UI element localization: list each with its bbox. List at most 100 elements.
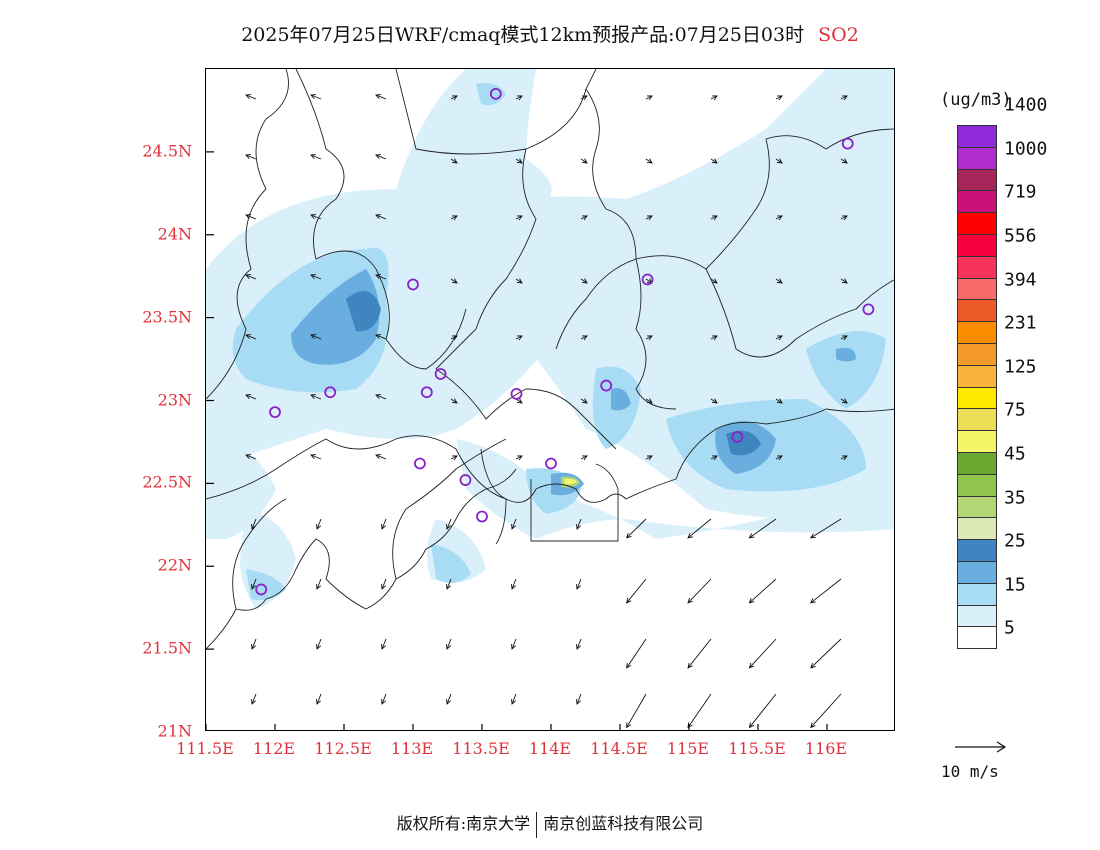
wind-vector-head	[625, 532, 632, 539]
wind-vector	[515, 215, 523, 220]
wind-vector	[511, 693, 517, 705]
station-marker	[255, 583, 268, 596]
longitude-label: 116E	[804, 739, 848, 758]
wind-vector	[710, 95, 718, 100]
station-marker	[862, 303, 875, 316]
wind-vector-head	[451, 278, 458, 284]
wind-vector	[775, 278, 783, 284]
colorbar-swatch	[957, 321, 997, 344]
wind-vector-head	[516, 158, 523, 164]
wind-vector	[710, 398, 718, 404]
boundary-line	[232, 498, 287, 610]
station-marker	[641, 273, 654, 286]
wind-vector	[450, 398, 458, 404]
wind-vector-head	[310, 274, 317, 280]
wind-vector	[749, 578, 777, 604]
colorbar-label: 5	[1004, 617, 1015, 639]
wind-vector-head	[776, 278, 783, 284]
wind-vector	[580, 455, 588, 460]
station-marker	[413, 457, 426, 470]
wind-vector-head	[576, 523, 582, 530]
wind-vector	[245, 94, 257, 100]
boundary-line	[395, 69, 597, 155]
wind-vector-head	[646, 335, 653, 341]
wind-vector-head	[516, 398, 523, 404]
boundary-line	[635, 128, 894, 270]
so2-shade-region	[611, 388, 631, 411]
boundary-line	[206, 468, 517, 650]
wind-vector	[626, 638, 647, 669]
wind-vector	[626, 578, 647, 604]
colorbar-label: 35	[1004, 487, 1026, 509]
so2-shade-region	[806, 331, 886, 409]
wind-vector-head	[516, 95, 523, 101]
wind-vector	[687, 518, 712, 539]
wind-vector-head	[711, 455, 718, 461]
colorbar-swatch	[957, 168, 997, 192]
wind-vector-head	[841, 278, 848, 284]
wind-vector-head	[711, 215, 718, 221]
colorbar-swatch	[957, 451, 997, 475]
colorbar-label: 25	[1004, 530, 1026, 552]
wind-vector-head	[841, 95, 848, 101]
colorbar-label: 125	[1004, 356, 1037, 378]
wind-vector-head	[687, 597, 693, 604]
wind-vector-head	[711, 335, 718, 341]
wind-vector-head	[841, 398, 848, 404]
colorbar-swatch	[957, 342, 997, 366]
footer-right: 南京创蓝科技有限公司	[543, 814, 704, 833]
footer-separator	[536, 811, 538, 838]
wind-vector	[645, 455, 653, 460]
wind-vector	[645, 335, 653, 340]
wind-vector-head	[310, 454, 317, 460]
boundary-line	[435, 368, 617, 450]
wind-vector-head	[776, 158, 783, 164]
wind-vector-head	[516, 335, 523, 341]
wind-vector	[775, 158, 783, 164]
wind-vector	[446, 578, 452, 590]
wind-vector	[245, 154, 257, 160]
wind-vector	[840, 95, 848, 100]
wind-vector-head	[310, 334, 317, 340]
wind-vector	[775, 335, 783, 340]
wind-vector	[687, 578, 712, 604]
latitude-label: 22.5N	[142, 472, 192, 492]
wind-vector	[775, 215, 783, 220]
wind-vector-head	[375, 154, 382, 160]
station-marker	[324, 386, 337, 399]
wind-vector-head	[375, 394, 382, 400]
wind-vector	[446, 638, 452, 650]
wind-vector-head	[451, 335, 458, 341]
wind-vector	[840, 158, 848, 164]
wind-vector	[450, 335, 458, 340]
colorbar-swatch	[957, 408, 997, 432]
wind-vector	[840, 335, 848, 340]
station-marker	[841, 137, 854, 150]
wind-vector-head	[687, 662, 693, 669]
so2-shade-region	[564, 478, 577, 485]
wind-vector-head	[711, 398, 718, 404]
latitude-label: 24N	[157, 224, 192, 244]
wind-vector-head	[310, 394, 317, 400]
longitude-label: 113.5E	[452, 739, 510, 758]
wind-vector-head	[711, 158, 718, 164]
wind-vector	[840, 398, 848, 404]
wind-vector-head	[646, 398, 653, 404]
wind-vector-head	[776, 215, 783, 221]
wind-vector-head	[711, 278, 718, 284]
wind-vector-head	[375, 334, 382, 340]
wind-vector	[645, 398, 653, 404]
longitude-label: 114E	[528, 739, 572, 758]
wind-scale-arrow	[955, 741, 1007, 753]
wind-vector	[375, 274, 387, 280]
wind-vector-head	[245, 94, 252, 100]
wind-vector	[446, 693, 452, 705]
wind-scale-label: 10 m/s	[941, 762, 999, 781]
wind-vector	[310, 274, 322, 280]
colorbar-label: 75	[1004, 399, 1026, 421]
wind-vector	[511, 578, 517, 590]
wind-vector	[310, 394, 322, 400]
wind-vector	[775, 95, 783, 100]
latitude-label: 22N	[157, 555, 192, 575]
wind-vector-head	[245, 214, 252, 220]
